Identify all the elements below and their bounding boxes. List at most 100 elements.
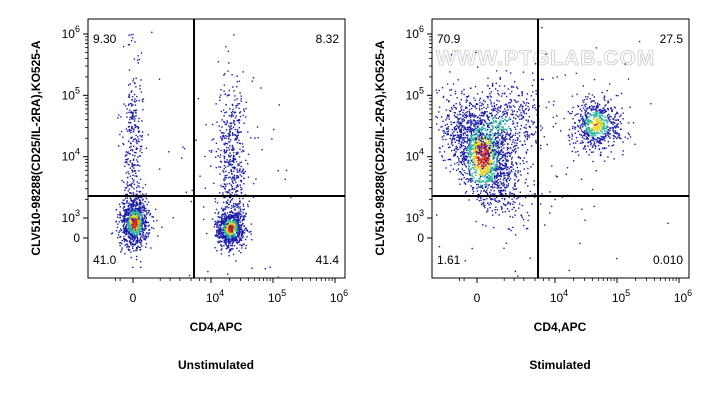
event-dot: [494, 115, 496, 117]
event-dot: [130, 132, 132, 134]
event-dot: [506, 131, 508, 134]
event-dot: [223, 231, 225, 233]
event-dot: [121, 239, 123, 242]
event-dot: [233, 90, 235, 92]
x-axis-label: CD4,APC: [190, 320, 243, 334]
event-dot: [491, 152, 494, 155]
event-dot: [240, 186, 242, 189]
event-dot: [127, 233, 129, 235]
event-dot: [241, 170, 243, 172]
event-dot: [504, 165, 506, 168]
event-dot: [224, 135, 227, 137]
watermark: WWW.PTGLAB.COM: [436, 47, 655, 71]
event-dot: [240, 131, 242, 133]
event-dot: [241, 230, 243, 232]
event-dot: [509, 106, 511, 109]
event-dot: [140, 237, 142, 239]
event-dot: [214, 212, 216, 214]
event-dot: [130, 241, 132, 244]
event-dot: [506, 133, 508, 135]
event-dot: [228, 215, 230, 217]
event-dot: [216, 250, 218, 252]
event-dot: [235, 105, 237, 107]
event-dot: [502, 144, 504, 147]
event-dot: [586, 98, 588, 100]
event-dot: [236, 241, 238, 244]
event-dot: [236, 81, 238, 83]
event-dot: [236, 221, 238, 223]
event-dot: [149, 214, 151, 216]
event-dot: [227, 239, 230, 241]
event-dot: [125, 233, 128, 235]
event-dot: [488, 123, 490, 126]
event-dot: [486, 162, 488, 165]
event-dot: [512, 164, 514, 166]
event-dot: [496, 99, 498, 101]
event-dot: [135, 236, 138, 238]
event-dot: [472, 105, 474, 107]
event-dot: [250, 233, 252, 235]
event-dot: [228, 245, 230, 247]
event-dot: [503, 171, 505, 174]
event-dot: [505, 103, 507, 105]
event-dot: [132, 240, 134, 242]
event-dot: [481, 164, 483, 166]
event-dot: [487, 144, 489, 146]
event-dot: [142, 211, 144, 214]
event-dot: [244, 229, 246, 231]
event-dot: [504, 139, 506, 141]
event-dot: [225, 235, 228, 237]
event-dot: [531, 203, 533, 205]
event-dot: [502, 211, 504, 213]
event-dot: [126, 208, 128, 210]
event-dot: [473, 160, 475, 162]
event-dot: [485, 191, 487, 194]
event-dot: [455, 147, 457, 149]
event-dot: [464, 141, 467, 143]
event-dot: [458, 125, 460, 128]
event-dot: [202, 206, 205, 208]
event-dot: [128, 184, 131, 186]
event-dot: [507, 177, 509, 180]
event-dot: [224, 212, 226, 214]
event-dot: [125, 159, 127, 161]
event-dot: [128, 104, 130, 106]
event-dot: [172, 217, 174, 219]
event-dot: [518, 203, 521, 205]
event-dot: [504, 128, 506, 131]
event-dot: [509, 132, 512, 134]
event-dot: [231, 234, 233, 236]
event-dot: [479, 143, 481, 145]
event-dot: [222, 231, 225, 234]
event-dot: [138, 186, 140, 188]
event-dot: [223, 234, 225, 237]
event-dot: [511, 151, 513, 154]
event-dot: [455, 145, 457, 147]
event-dot: [129, 122, 132, 124]
scatter-points: [435, 27, 669, 277]
event-dot: [229, 201, 231, 203]
event-dot: [180, 157, 183, 159]
event-dot: [472, 180, 474, 182]
event-dot: [207, 270, 209, 273]
event-dot: [220, 137, 223, 139]
event-dot: [235, 190, 237, 192]
event-dot: [219, 232, 222, 235]
event-dot: [240, 213, 242, 216]
event-dot: [223, 183, 225, 185]
event-dot: [523, 126, 526, 129]
event-dot: [231, 240, 233, 242]
event-dot: [490, 103, 493, 105]
event-dot: [219, 99, 221, 101]
event-dot: [135, 134, 137, 137]
event-dot: [502, 159, 505, 161]
event-dot: [222, 209, 224, 211]
event-dot: [453, 137, 456, 140]
event-dot: [223, 151, 225, 153]
event-dot: [499, 77, 501, 79]
event-dot: [489, 191, 491, 194]
event-dot: [243, 232, 246, 234]
event-dot: [136, 186, 138, 189]
event-dot: [487, 168, 489, 170]
